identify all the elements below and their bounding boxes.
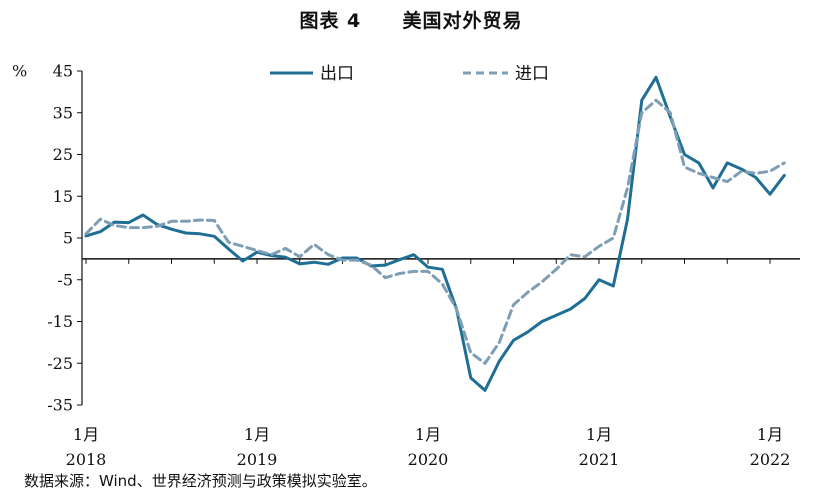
x-tick-label-month: 1月 (586, 425, 612, 444)
y-axis-label: % (12, 62, 27, 81)
x-tick-label-year: 2021 (579, 450, 620, 469)
y-tick-label: 45 (53, 62, 73, 81)
x-tick-label-year: 2019 (237, 450, 278, 469)
x-tick-label-month: 1月 (415, 425, 441, 444)
legend: 出口 进口 (270, 64, 549, 84)
import-series-line (84, 98, 786, 365)
legend-label-export: 出口 (320, 64, 354, 84)
x-tick-label-year: 2022 (750, 450, 791, 469)
source-note: 数据来源：Wind、世界经济预测与政策模拟实验室。 (24, 472, 377, 490)
figure-number: 图表 4 (299, 10, 362, 32)
x-tick-label-month: 1月 (73, 425, 99, 444)
line-chart: 45 35 25 15 5 -5 -15 -25 -35% 1月 2018 1月 2019 1月 2020… (12, 62, 800, 469)
y-axis: 45 35 25 15 5 -5 -15 -25 -35% (12, 62, 83, 415)
y-tick-label: 5 (63, 229, 73, 248)
series-lines (84, 75, 786, 392)
y-tick-label: 25 (53, 145, 73, 164)
chart-title: 图表 4 美国对外贸易 (0, 6, 822, 33)
x-tick-label-month: 1月 (757, 425, 783, 444)
y-tick-label: 35 (53, 103, 73, 122)
x-tick-label-year: 2020 (408, 450, 449, 469)
export-series-line (84, 75, 786, 392)
y-tick-label: -25 (47, 354, 73, 373)
y-tick-label: -15 (47, 312, 73, 331)
x-tick-label-year: 2018 (66, 450, 107, 469)
figure-title: 美国对外贸易 (402, 10, 523, 32)
legend-label-import: 进口 (515, 64, 549, 84)
x-axis: 1月 2018 1月 2019 1月 2020 1月 2021 1月 2022 (66, 258, 800, 469)
y-tick-label: -35 (47, 396, 73, 415)
y-tick-label: 15 (53, 187, 73, 206)
y-tick-label: -5 (57, 270, 73, 289)
x-tick-label-month: 1月 (244, 425, 270, 444)
